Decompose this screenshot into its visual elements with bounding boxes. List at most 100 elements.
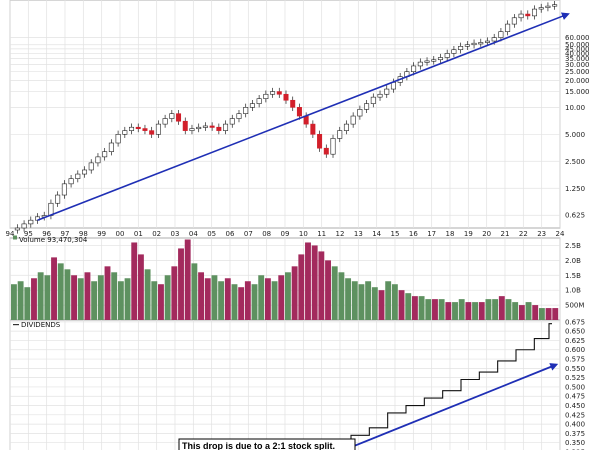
candle-body bbox=[337, 130, 343, 139]
volume-bar bbox=[498, 296, 505, 320]
candle-body bbox=[21, 223, 27, 229]
candle-body bbox=[276, 91, 282, 95]
volume-bar bbox=[131, 242, 138, 320]
x-tick-label: 12 bbox=[336, 230, 345, 238]
volume-bar bbox=[311, 245, 318, 320]
split-annotation-box bbox=[178, 438, 356, 450]
candle-body bbox=[290, 99, 296, 108]
volume-bar bbox=[385, 281, 392, 320]
candle-body bbox=[424, 60, 430, 63]
volume-bar bbox=[452, 302, 458, 320]
x-tick-label: 17 bbox=[427, 230, 436, 238]
x-tick-label: 23 bbox=[537, 230, 546, 238]
candle-body bbox=[417, 61, 423, 67]
dividends-title: DIVIDENDS bbox=[21, 321, 61, 329]
volume-bar bbox=[17, 281, 24, 320]
price-tick-label: 40.000 bbox=[565, 50, 590, 58]
candle-body bbox=[317, 134, 323, 149]
candle-body bbox=[209, 125, 215, 128]
volume-bar bbox=[478, 302, 485, 320]
candle-body bbox=[491, 37, 497, 42]
volume-bar bbox=[224, 278, 231, 320]
x-tick-label: 00 bbox=[116, 230, 125, 238]
price-trendline bbox=[37, 12, 570, 221]
volume-bar bbox=[37, 272, 44, 320]
x-tick-label: 05 bbox=[207, 230, 216, 238]
candle-body bbox=[518, 13, 524, 19]
volume-bar bbox=[31, 278, 37, 320]
volume-bar bbox=[325, 260, 331, 320]
candle-body bbox=[129, 126, 135, 131]
volume-bar bbox=[492, 299, 499, 320]
volume-bar bbox=[44, 275, 51, 320]
x-axis: 94 95 96 97 98 99 00 01 02 03 04 05 06 07 08 09 10 11 12 13… bbox=[6, 230, 565, 238]
price-tick-label: 20.000 bbox=[565, 77, 590, 85]
candle-body bbox=[249, 103, 255, 108]
volume-bar bbox=[244, 281, 251, 320]
price-tick-label: 45.000 bbox=[565, 45, 590, 53]
volume-bar bbox=[365, 281, 372, 320]
candle-body bbox=[229, 118, 235, 125]
volume-bar bbox=[91, 281, 98, 320]
price-tick-label: 25.000 bbox=[565, 68, 590, 76]
volume-bar bbox=[11, 284, 17, 320]
volume-bar bbox=[238, 287, 245, 320]
dividends-tick-label: 0.550 bbox=[565, 365, 585, 373]
candle-body bbox=[390, 82, 396, 90]
x-tick-label: 98 bbox=[79, 230, 88, 238]
dividends-tick-label: 0.575 bbox=[565, 356, 585, 364]
x-tick-label: 11 bbox=[317, 230, 326, 238]
volume-bar bbox=[178, 248, 184, 320]
x-tick-label: 10 bbox=[299, 230, 308, 238]
candle-body bbox=[196, 126, 202, 130]
dividends-tick-label: 0.350 bbox=[565, 439, 585, 447]
candle-body bbox=[162, 118, 168, 125]
volume-bar bbox=[57, 263, 64, 320]
volume-bar bbox=[278, 275, 285, 320]
candle-body bbox=[270, 91, 276, 95]
candle-body bbox=[525, 13, 531, 17]
annotations: This drop is due to a 2:1 stock split. bbox=[178, 438, 356, 450]
candle-body bbox=[478, 42, 484, 45]
candle-body bbox=[61, 183, 67, 196]
volume-tick-label: 500M bbox=[565, 302, 584, 310]
volume-bar bbox=[378, 290, 385, 320]
candle-body bbox=[384, 88, 390, 95]
volume-bar bbox=[137, 254, 144, 320]
candle-body bbox=[28, 219, 34, 225]
volume-bar bbox=[84, 272, 91, 320]
volume-bar bbox=[398, 290, 405, 320]
dividends-tick-label: 0.525 bbox=[565, 374, 585, 382]
volume-bar bbox=[258, 275, 265, 320]
volume-bar bbox=[264, 278, 271, 320]
volume-bar bbox=[251, 284, 258, 320]
candle-body bbox=[243, 107, 249, 114]
x-tick-label: 19 bbox=[464, 230, 473, 238]
volume-bar bbox=[305, 242, 311, 320]
volume-bar bbox=[198, 272, 205, 320]
x-tick-label: 04 bbox=[189, 230, 198, 238]
volume-bar bbox=[458, 299, 465, 320]
volume-bar bbox=[271, 281, 278, 320]
candle-body bbox=[498, 31, 504, 38]
volume-bar bbox=[338, 272, 345, 320]
x-tick-label: 01 bbox=[134, 230, 143, 238]
candle-body bbox=[531, 8, 537, 17]
x-tick-label: 09 bbox=[281, 230, 290, 238]
x-tick-label: 03 bbox=[171, 230, 180, 238]
x-tick-label: 20 bbox=[482, 230, 491, 238]
candle-body bbox=[256, 98, 262, 104]
price-tick-label: 0.625 bbox=[565, 212, 585, 220]
candle-body bbox=[471, 42, 477, 46]
volume-bar bbox=[158, 284, 164, 320]
volume-bar bbox=[538, 308, 545, 320]
candle-body bbox=[330, 138, 336, 155]
volume-bar bbox=[97, 275, 104, 320]
candle-body bbox=[552, 4, 558, 7]
candle-body bbox=[323, 147, 329, 155]
x-tick-label: 24 bbox=[556, 230, 565, 238]
dividends-legend-swatch bbox=[13, 324, 19, 326]
candle-body bbox=[451, 49, 457, 54]
candle-body bbox=[169, 113, 175, 119]
